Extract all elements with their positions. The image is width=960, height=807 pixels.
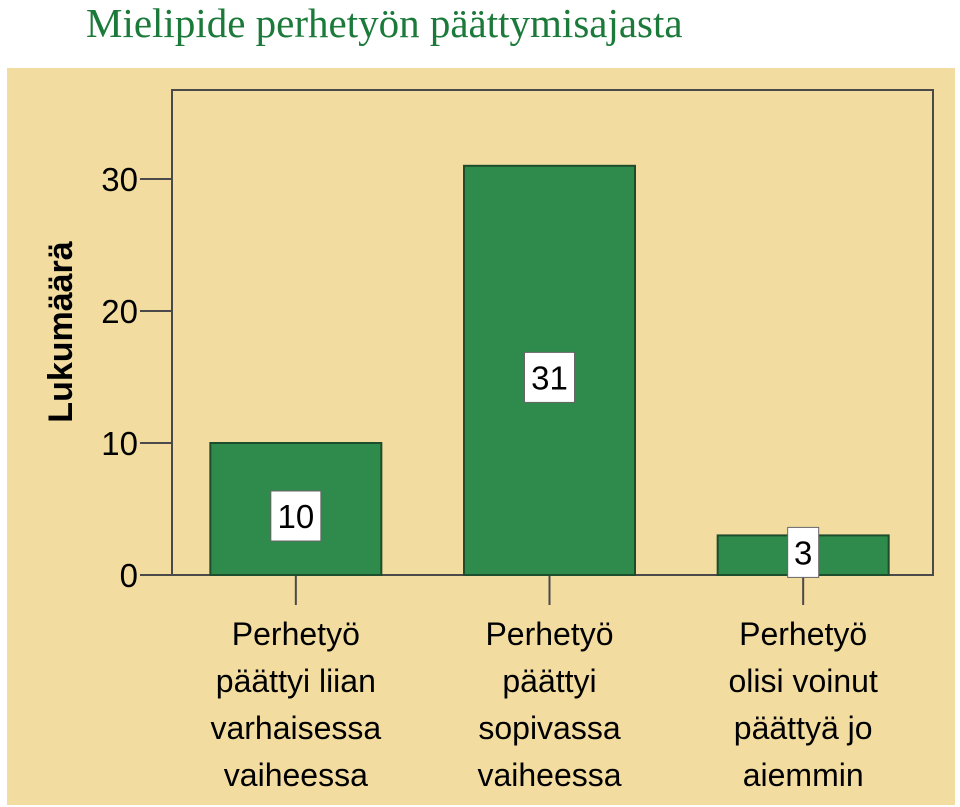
x-category-label: aiemmin xyxy=(743,757,864,793)
x-category-label: Perhetyö xyxy=(485,616,613,652)
x-category-label: sopivassa xyxy=(478,710,621,746)
data-label-box xyxy=(787,526,820,578)
x-category-label: päättyi xyxy=(502,663,596,699)
y-tick-label: 30 xyxy=(101,161,138,198)
y-tick-label: 20 xyxy=(101,293,138,330)
x-category-label: Perhetyö xyxy=(232,616,360,652)
x-category-label: päättyä jo xyxy=(734,710,873,746)
y-tick-label: 0 xyxy=(120,557,138,594)
data-label-box xyxy=(524,351,575,403)
data-label: 31 xyxy=(531,359,568,396)
x-category-label: vaiheessa xyxy=(224,757,368,793)
data-label-box xyxy=(270,490,322,542)
page-title: Mielipide perhetyön päättymisajasta xyxy=(86,0,683,46)
data-label: 10 xyxy=(277,498,314,535)
x-category-label: päättyi liian xyxy=(216,663,376,699)
y-axis-title: Lukumäärä xyxy=(42,241,80,422)
data-label: 3 xyxy=(794,534,812,571)
x-category-label: vaiheessa xyxy=(477,757,621,793)
y-tick-label: 10 xyxy=(101,425,138,462)
x-category-label: Perhetyö xyxy=(739,616,867,652)
x-category-label: varhaisessa xyxy=(210,710,381,746)
x-category-label: olisi voinut xyxy=(728,663,878,699)
